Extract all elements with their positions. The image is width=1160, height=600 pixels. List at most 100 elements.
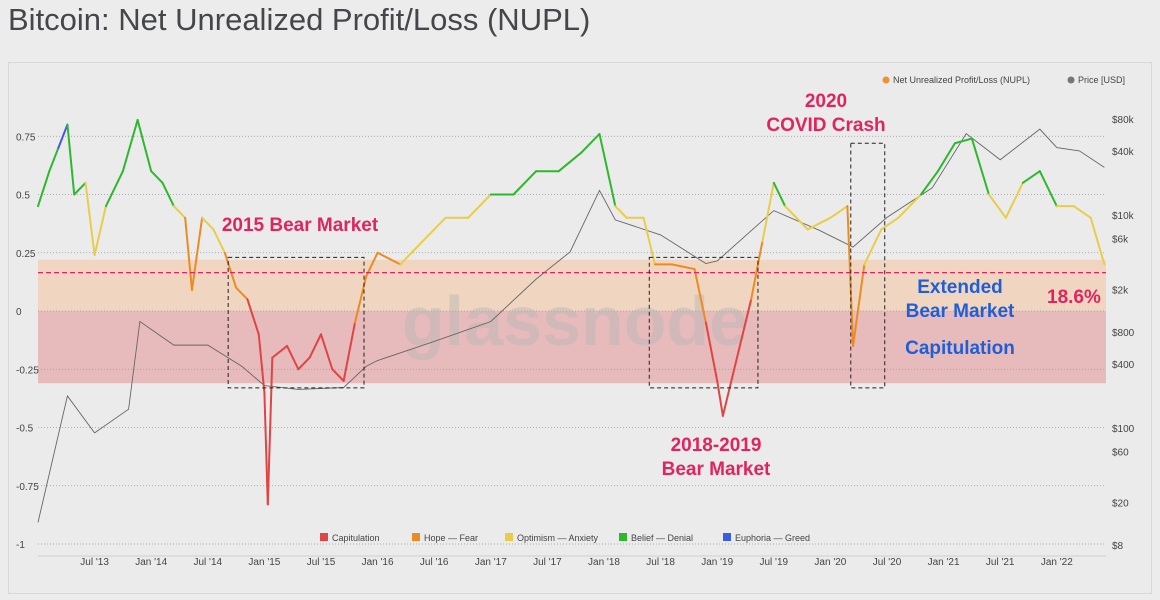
nupl-segment bbox=[37, 170, 51, 208]
legend-label: Capitulation bbox=[332, 533, 380, 543]
nupl-segment bbox=[970, 137, 990, 196]
nupl-segment bbox=[936, 142, 956, 173]
nupl-segment bbox=[93, 205, 107, 257]
legend-swatch-icon bbox=[412, 533, 420, 541]
nupl-segment bbox=[1072, 205, 1092, 219]
nupl-segment bbox=[512, 170, 538, 196]
y-right-tick-label: $6k bbox=[1112, 235, 1129, 246]
legend-label: Belief — Denial bbox=[631, 533, 693, 543]
zone-band bbox=[38, 259, 1106, 311]
legend-dot-icon bbox=[1067, 76, 1075, 84]
x-tick-label: Jul '14 bbox=[194, 557, 223, 568]
annotation-text: Bear Market bbox=[662, 459, 771, 480]
nupl-segment bbox=[104, 170, 124, 208]
y-right-tick-label: $800 bbox=[1112, 328, 1135, 339]
annotation-text: Capitulation bbox=[905, 338, 1015, 359]
legend-label: Euphoria — Greed bbox=[735, 533, 810, 543]
nupl-segment bbox=[693, 268, 707, 324]
x-tick-label: Jan '18 bbox=[588, 557, 620, 568]
nupl-segment bbox=[897, 193, 922, 219]
price-line bbox=[37, 128, 1105, 523]
y-right-tick-label: $100 bbox=[1112, 424, 1135, 435]
nupl-segment bbox=[150, 170, 164, 184]
annotation-text: 2020 bbox=[805, 91, 847, 112]
nupl-segment bbox=[598, 132, 617, 208]
nupl-segment bbox=[772, 181, 787, 208]
page-title: Bitcoin: Net Unrealized Profit/Loss (NUP… bbox=[8, 2, 591, 37]
y-left-tick-label: -0.25 bbox=[16, 365, 39, 376]
nupl-segment bbox=[880, 216, 900, 231]
nupl-segment bbox=[750, 240, 764, 301]
nupl-segment bbox=[467, 193, 492, 219]
nupl-segment bbox=[784, 205, 809, 231]
y-left-tick-label: 0.25 bbox=[16, 249, 36, 260]
x-tick-label: Jan '15 bbox=[248, 557, 280, 568]
nupl-segment bbox=[342, 321, 356, 382]
y-right-tick-label: $20 bbox=[1112, 498, 1129, 509]
annotation-text: Bear Market bbox=[906, 301, 1015, 322]
nupl-segment bbox=[919, 170, 939, 196]
nupl-segment bbox=[557, 151, 583, 173]
nupl-segment bbox=[48, 146, 60, 173]
nupl-segment bbox=[580, 132, 601, 154]
legend-label: Net Unrealized Profit/Loss (NUPL) bbox=[893, 75, 1030, 85]
annotation-text: 2018-2019 bbox=[671, 435, 762, 456]
legend-swatch-icon bbox=[320, 533, 328, 541]
y-left-tick-label: 0.5 bbox=[16, 191, 30, 202]
y-left-tick-label: 0.75 bbox=[16, 132, 36, 143]
nupl-segment bbox=[246, 298, 260, 336]
y-left-tick-label: 0 bbox=[16, 307, 22, 318]
y-right-tick-label: $8 bbox=[1112, 541, 1124, 552]
x-tick-label: Jul '19 bbox=[760, 557, 789, 568]
nupl-segment bbox=[642, 216, 656, 266]
nupl-segment bbox=[953, 137, 973, 145]
y-left-tick-label: -0.5 bbox=[16, 424, 34, 435]
nupl-segment bbox=[421, 216, 447, 243]
y-right-tick-label: $40k bbox=[1112, 147, 1135, 158]
nupl-segment bbox=[1021, 170, 1041, 184]
nupl-segment bbox=[829, 205, 849, 219]
nupl-segment bbox=[136, 118, 153, 173]
legend-label: Price [USD] bbox=[1078, 75, 1125, 85]
nupl-segment bbox=[670, 263, 696, 271]
nupl-segment bbox=[184, 216, 193, 292]
nupl-segment bbox=[806, 216, 832, 231]
watermark: glassnode bbox=[402, 282, 748, 360]
threshold-label: 18.6% bbox=[1047, 287, 1101, 308]
annotation-text: 2015 Bear Market bbox=[222, 215, 379, 236]
nupl-segment bbox=[66, 123, 76, 196]
nupl-segment bbox=[161, 181, 175, 208]
nupl-segment bbox=[846, 205, 855, 347]
nupl-segment bbox=[121, 118, 139, 173]
y-right-tick-label: $60 bbox=[1112, 448, 1129, 459]
nupl-segment bbox=[733, 298, 753, 371]
nupl-segment bbox=[286, 344, 300, 371]
x-tick-label: Jul '16 bbox=[420, 557, 449, 568]
nupl-segment bbox=[320, 333, 334, 371]
x-tick-label: Jan '17 bbox=[475, 557, 507, 568]
nupl-segment bbox=[271, 344, 289, 359]
nupl-segment bbox=[266, 356, 274, 506]
nupl-segment bbox=[614, 205, 628, 219]
annotation-text: Extended bbox=[917, 277, 1003, 298]
legend-label: Optimism — Anxiety bbox=[517, 533, 599, 543]
nupl-segment bbox=[257, 333, 266, 394]
nupl-segment bbox=[235, 286, 249, 301]
nupl-segment bbox=[84, 181, 96, 257]
nupl-segment bbox=[852, 263, 866, 347]
nupl-segment bbox=[263, 391, 269, 506]
y-right-tick-label: $400 bbox=[1112, 360, 1135, 371]
nupl-segment bbox=[73, 181, 87, 196]
annotation-text: COVID Crash bbox=[766, 115, 885, 136]
legend-label: Hope — Fear bbox=[424, 533, 478, 543]
x-tick-label: Jul '21 bbox=[986, 557, 1015, 568]
x-tick-label: Jan '22 bbox=[1041, 557, 1073, 568]
annotation-box bbox=[648, 256, 759, 389]
nupl-segment bbox=[190, 216, 204, 292]
nupl-segment bbox=[721, 368, 736, 417]
nupl-segment bbox=[223, 251, 238, 289]
nupl-segment bbox=[331, 368, 345, 382]
nupl-segment bbox=[376, 251, 402, 266]
y-right-tick-label: $80k bbox=[1112, 115, 1135, 126]
